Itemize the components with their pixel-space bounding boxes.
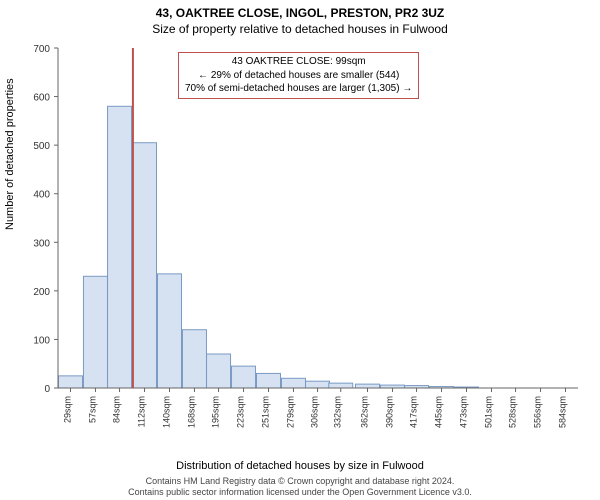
- chart-title-address: 43, OAKTREE CLOSE, INGOL, PRESTON, PR2 3…: [0, 0, 600, 20]
- svg-text:500: 500: [33, 141, 50, 152]
- footer-line1: Contains HM Land Registry data © Crown c…: [0, 476, 600, 487]
- svg-text:362sqm: 362sqm: [360, 396, 370, 428]
- svg-text:195sqm: 195sqm: [211, 396, 221, 428]
- info-box-line1: 43 OAKTREE CLOSE: 99sqm: [185, 55, 412, 69]
- svg-text:223sqm: 223sqm: [236, 396, 246, 428]
- info-box-line2: ← 29% of detached houses are smaller (54…: [185, 69, 412, 83]
- svg-text:528sqm: 528sqm: [508, 396, 518, 428]
- svg-text:306sqm: 306sqm: [310, 396, 320, 428]
- svg-text:112sqm: 112sqm: [137, 396, 147, 427]
- svg-text:0: 0: [44, 384, 50, 395]
- svg-text:473sqm: 473sqm: [459, 396, 469, 428]
- footer-line2: Contains public sector information licen…: [0, 487, 600, 498]
- x-axis-label: Distribution of detached houses by size …: [0, 460, 600, 472]
- svg-text:300: 300: [33, 238, 50, 249]
- y-axis-label: Number of detached properties: [4, 78, 16, 230]
- svg-text:100: 100: [33, 335, 50, 346]
- svg-text:600: 600: [33, 93, 50, 104]
- svg-text:400: 400: [33, 190, 50, 201]
- svg-text:584sqm: 584sqm: [558, 396, 568, 428]
- chart-container: 43, OAKTREE CLOSE, INGOL, PRESTON, PR2 3…: [0, 0, 600, 500]
- svg-text:556sqm: 556sqm: [533, 396, 543, 428]
- svg-text:200: 200: [33, 287, 50, 298]
- svg-text:29sqm: 29sqm: [62, 396, 72, 423]
- histogram-svg: 010020030040050060070029sqm57sqm84sqm112…: [58, 48, 578, 418]
- svg-text:445sqm: 445sqm: [434, 396, 444, 428]
- svg-text:168sqm: 168sqm: [186, 396, 196, 428]
- svg-text:700: 700: [33, 44, 50, 55]
- chart-plot-area: 010020030040050060070029sqm57sqm84sqm112…: [58, 48, 578, 418]
- info-box-line3: 70% of semi-detached houses are larger (…: [185, 82, 412, 96]
- svg-text:390sqm: 390sqm: [384, 396, 394, 428]
- svg-text:140sqm: 140sqm: [161, 396, 171, 428]
- svg-text:279sqm: 279sqm: [285, 396, 295, 428]
- svg-text:417sqm: 417sqm: [409, 396, 419, 428]
- svg-text:251sqm: 251sqm: [260, 396, 270, 428]
- chart-footer: Contains HM Land Registry data © Crown c…: [0, 476, 600, 498]
- chart-subtitle: Size of property relative to detached ho…: [0, 20, 600, 36]
- svg-text:501sqm: 501sqm: [483, 396, 493, 428]
- svg-text:84sqm: 84sqm: [112, 396, 122, 423]
- svg-text:332sqm: 332sqm: [333, 396, 343, 428]
- property-info-box: 43 OAKTREE CLOSE: 99sqm ← 29% of detache…: [178, 52, 419, 99]
- svg-text:57sqm: 57sqm: [87, 396, 97, 423]
